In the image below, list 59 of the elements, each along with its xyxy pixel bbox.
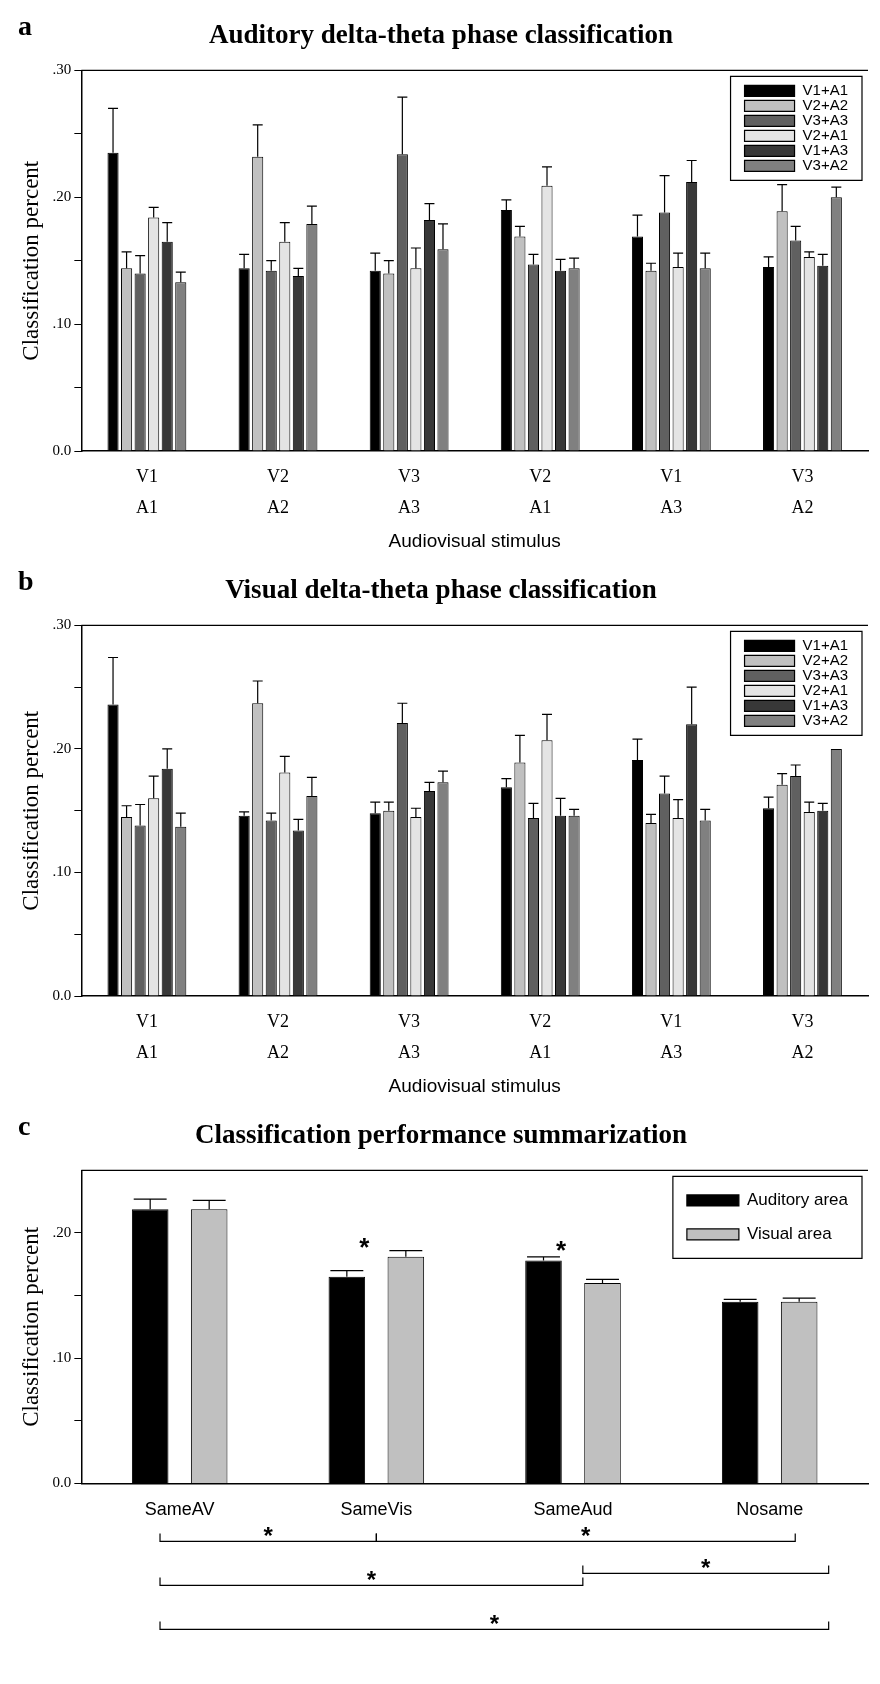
legend-label: Auditory area [746,1190,849,1210]
chart-title: Classification performance summarization [195,1119,687,1150]
y-tick-label: .20 [52,739,72,756]
legend-label: V2+A1 [802,126,849,144]
legend-label: V3+A3 [802,111,849,129]
text: * [581,1522,592,1550]
x-tick-label: V3 A3 [398,466,421,517]
text: * [489,1610,500,1638]
legend-label: V2+A1 [802,681,849,699]
legend-label: V1+A1 [802,81,849,99]
y-tick-label: .10 [52,863,72,880]
x-tick-label: V3 A3 [398,1011,421,1062]
text: a [18,10,32,42]
x-tick-label: V1 A1 [135,466,158,517]
x-axis-title: Audiovisual stimulus [388,1074,561,1096]
legend-label: Visual area [746,1224,833,1244]
y-tick-label: .30 [52,616,72,633]
legend-label: V1+A3 [802,696,849,714]
legend-label: V1+A1 [802,636,849,654]
y-tick-label: .30 [52,61,72,78]
legend-label: V3+A2 [802,156,849,174]
x-tick-label: SameAud [533,1498,613,1519]
x-tick-label: Nosame [736,1498,804,1519]
text: * [701,1554,712,1582]
annotation: * [359,1231,371,1262]
x-tick-label: V2 A1 [529,1011,552,1062]
legend-label: V2+A2 [802,96,849,114]
text: * [263,1522,274,1550]
y-tick-label: .20 [52,1223,72,1240]
x-tick-label: V1 A3 [660,466,683,517]
y-axis-title: Classification percent [17,160,43,361]
legend-label: V2+A2 [802,651,849,669]
legend-label: V3+A3 [802,666,849,684]
chart-title: Auditory delta-theta phase classification [208,19,674,50]
y-tick-label: 0.0 [52,986,72,1003]
y-tick-label: .20 [52,188,72,205]
y-axis-title: Classification percent [17,710,43,911]
y-tick-label: 0.0 [52,1474,72,1491]
x-tick-label: V2 A2 [267,466,290,517]
legend-label: V3+A2 [802,711,849,729]
x-axis-title: Audiovisual stimulus [388,529,561,551]
x-tick-label: V3 A2 [791,466,814,517]
x-tick-label: SameVis [340,1498,413,1519]
chart-title: Visual delta-theta phase classification [225,574,657,605]
x-tick-label: V1 A1 [135,1011,158,1062]
y-tick-label: .10 [52,315,72,332]
x-tick-label: V1 A3 [660,1011,683,1062]
x-tick-label: V2 A2 [267,1011,290,1062]
text: c [18,1110,31,1142]
annotation: * [555,1234,567,1265]
text: * [366,1566,377,1594]
y-axis-title: Classification percent [17,1226,43,1427]
x-tick-label: SameAV [144,1498,215,1519]
text: b [18,565,34,597]
y-tick-label: .10 [52,1349,72,1366]
legend-label: V1+A3 [802,141,849,159]
x-tick-label: V2 A1 [529,466,552,517]
y-tick-label: 0.0 [52,441,72,458]
x-tick-label: V3 A2 [791,1011,814,1062]
